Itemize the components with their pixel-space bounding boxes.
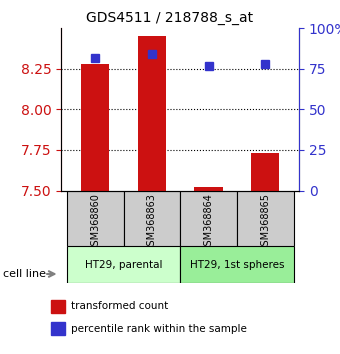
Bar — [51, 322, 65, 335]
Bar — [251, 153, 279, 190]
Bar — [123, 190, 180, 246]
Text: GSM368860: GSM368860 — [90, 193, 100, 252]
Bar — [180, 190, 237, 246]
Text: transformed count: transformed count — [71, 301, 169, 311]
Bar — [237, 190, 293, 246]
Bar — [138, 36, 166, 190]
Text: percentile rank within the sample: percentile rank within the sample — [71, 324, 247, 333]
Text: GDS4511 / 218788_s_at: GDS4511 / 218788_s_at — [86, 11, 254, 25]
Text: GSM368864: GSM368864 — [204, 193, 214, 252]
Bar — [51, 300, 65, 313]
Text: HT29, 1st spheres: HT29, 1st spheres — [190, 260, 284, 270]
Bar — [81, 64, 109, 190]
Text: GSM368863: GSM368863 — [147, 193, 157, 252]
Text: GSM368865: GSM368865 — [260, 193, 270, 252]
Bar — [67, 190, 123, 246]
Bar — [194, 187, 223, 190]
Text: cell line: cell line — [3, 269, 46, 279]
Bar — [180, 246, 293, 283]
Text: HT29, parental: HT29, parental — [85, 260, 162, 270]
Bar — [67, 246, 180, 283]
